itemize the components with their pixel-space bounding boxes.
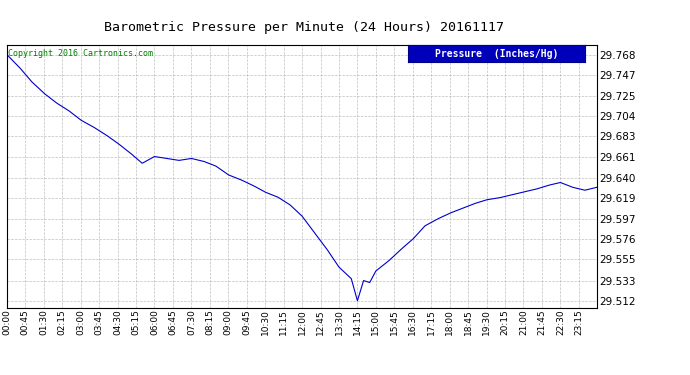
- Text: Copyright 2016 Cartronics.com: Copyright 2016 Cartronics.com: [8, 49, 153, 58]
- Text: Barometric Pressure per Minute (24 Hours) 20161117: Barometric Pressure per Minute (24 Hours…: [104, 21, 504, 34]
